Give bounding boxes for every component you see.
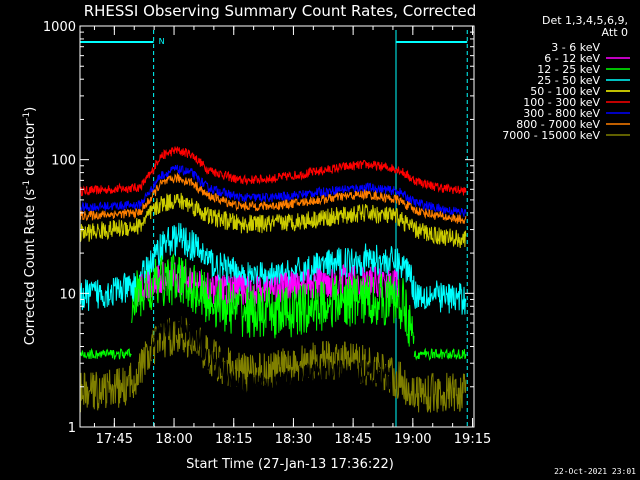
legend-label-1: 6 - 12 keV	[544, 52, 600, 65]
y-axis-label: Corrected Count Rate (s-1 detector-1)	[22, 107, 38, 345]
legend-label-4: 50 - 100 keV	[530, 85, 600, 98]
legend-label-8: 7000 - 15000 keV	[502, 129, 600, 142]
plot-frame	[79, 25, 475, 428]
legend-label-5: 100 - 300 keV	[523, 96, 600, 109]
night-markers: N	[80, 30, 468, 427]
night-marker-label: N	[159, 37, 165, 46]
series-line-3	[79, 192, 467, 249]
series-line-1	[79, 164, 467, 217]
series-line-6	[131, 253, 415, 347]
series-line-0	[79, 146, 467, 197]
legend-header-0: Det 1,3,4,5,6,9,	[542, 14, 628, 27]
series-group	[79, 146, 467, 413]
y-axis-label-part2: detector	[23, 120, 38, 180]
legend-label-7: 800 - 7000 keV	[516, 118, 600, 131]
series-line-2	[79, 172, 467, 225]
x-tick-label-5: 19:00	[394, 432, 431, 447]
x-tick-label-0: 17:45	[96, 432, 133, 447]
y-tick-label-3: 1000	[43, 20, 76, 35]
y-tick-label-2: 100	[51, 154, 76, 169]
x-tick-label-6: 19:15	[454, 432, 491, 447]
legend-header-1: Att 0	[602, 26, 628, 39]
y-tick-label-1: 10	[59, 287, 76, 302]
legend-label-0: 3 - 6 keV	[551, 41, 600, 54]
legend-label-3: 25 - 50 keV	[537, 74, 600, 87]
series-line-7	[79, 347, 132, 360]
x-tick-label-3: 18:30	[275, 432, 312, 447]
series-line-4	[79, 222, 467, 315]
legend-label-6: 300 - 800 keV	[523, 107, 600, 120]
y-axis-label-part1: Corrected Count Rate (s	[23, 189, 38, 346]
x-tick-label-4: 18:45	[334, 432, 371, 447]
y-tick-label-0: 1	[68, 421, 76, 436]
x-tick-label-1: 18:00	[155, 432, 192, 447]
y-axis-label-sup1: -1	[22, 180, 32, 189]
y-axis-label-sup2: -1	[22, 112, 32, 121]
axes: 1 10 100 1000 17:45 18:00 18:15 18:30 18:45 19:00…	[43, 20, 491, 447]
series-line-9	[79, 316, 467, 413]
y-axis-label-part3: )	[23, 107, 38, 112]
x-axis-label: Start Time (27-Jan-13 17:36:22)	[186, 457, 394, 472]
legend-label-2: 12 - 25 keV	[537, 63, 600, 76]
plot-area: N 1 10 100 1000 17:45 18:00 18:15 18:30 18:45 19:…	[43, 20, 491, 447]
date-stamp: 22-Oct-2021 23:01	[554, 467, 636, 476]
series-line-8	[413, 347, 467, 361]
chart-title: RHESSI Observing Summary Count Rates, Co…	[84, 2, 477, 20]
series-line-10	[151, 307, 391, 403]
x-tick-label-2: 18:15	[215, 432, 252, 447]
